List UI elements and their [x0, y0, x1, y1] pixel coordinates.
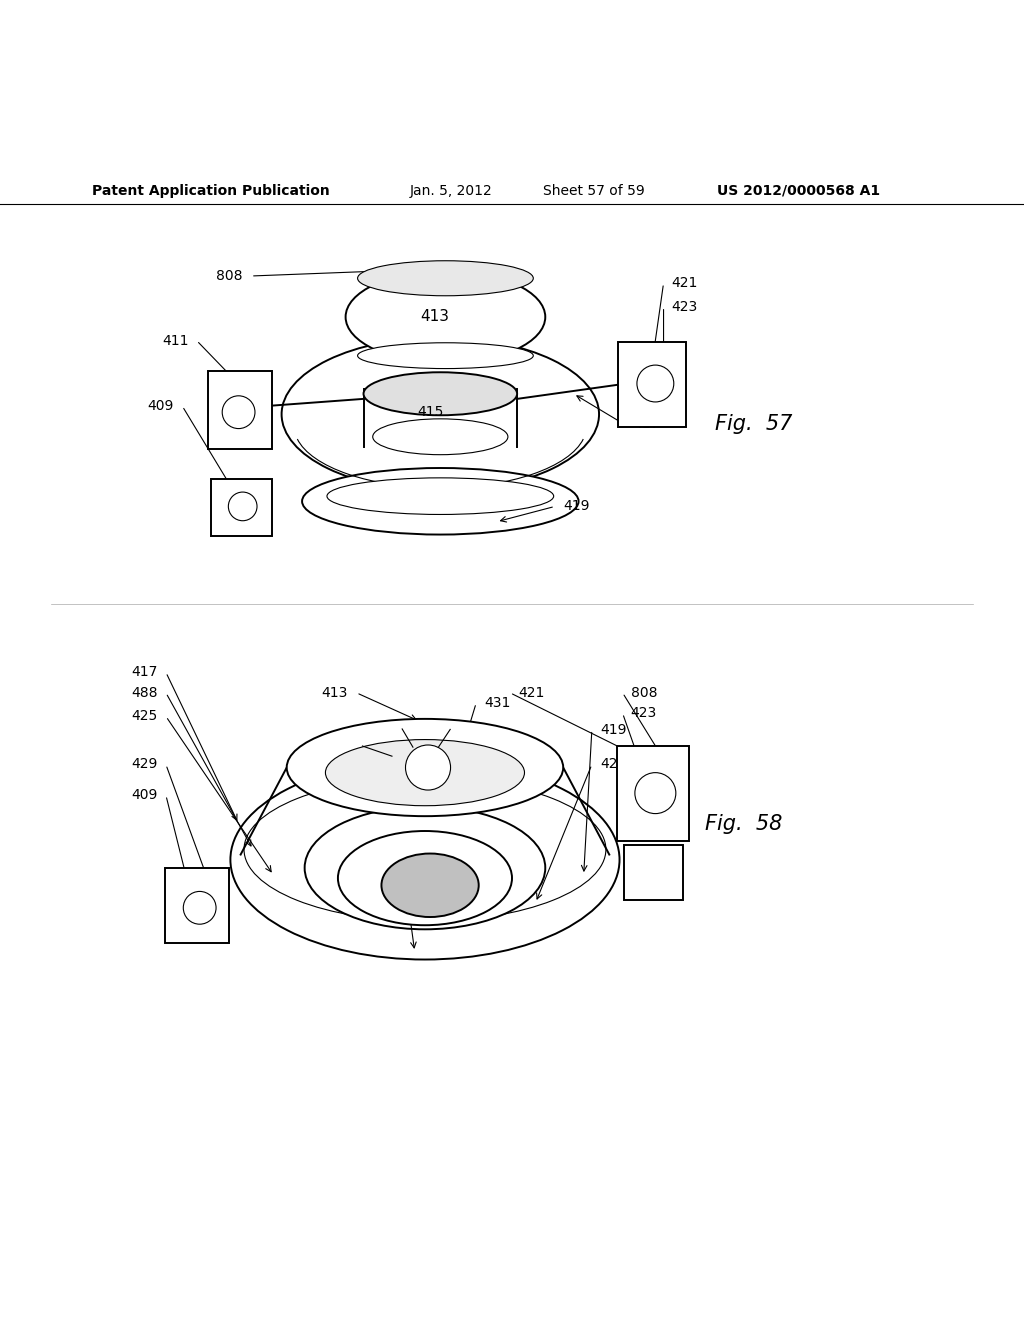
Text: 431: 431	[484, 696, 511, 710]
FancyBboxPatch shape	[624, 845, 683, 900]
Text: 413: 413	[322, 686, 348, 700]
Text: 423: 423	[672, 300, 698, 314]
Text: 421: 421	[672, 276, 698, 290]
Ellipse shape	[326, 739, 524, 805]
Text: 417: 417	[131, 665, 158, 680]
Ellipse shape	[230, 760, 620, 960]
Ellipse shape	[287, 719, 563, 816]
FancyBboxPatch shape	[165, 867, 229, 942]
Ellipse shape	[346, 271, 545, 363]
Ellipse shape	[364, 372, 517, 416]
Text: 489: 489	[386, 851, 413, 866]
Text: 417: 417	[633, 417, 659, 432]
Text: US 2012/0000568 A1: US 2012/0000568 A1	[717, 183, 880, 198]
Circle shape	[222, 396, 255, 429]
FancyBboxPatch shape	[211, 479, 272, 536]
Text: Sheet 57 of 59: Sheet 57 of 59	[543, 183, 644, 198]
Text: 409: 409	[131, 788, 158, 803]
Text: 808: 808	[631, 686, 657, 700]
Text: 413: 413	[421, 309, 450, 325]
Text: 419: 419	[563, 499, 590, 513]
Text: 421: 421	[518, 686, 545, 700]
Ellipse shape	[282, 338, 599, 491]
Text: 423: 423	[631, 706, 657, 721]
Text: 427: 427	[600, 758, 627, 771]
Ellipse shape	[381, 854, 478, 917]
Text: 409: 409	[147, 399, 174, 413]
Text: 488: 488	[131, 686, 158, 700]
FancyBboxPatch shape	[617, 746, 689, 841]
Circle shape	[637, 366, 674, 403]
Ellipse shape	[338, 832, 512, 925]
Circle shape	[635, 772, 676, 813]
Text: Jan. 5, 2012: Jan. 5, 2012	[410, 183, 493, 198]
Ellipse shape	[357, 261, 534, 296]
Text: 425: 425	[131, 709, 158, 723]
Ellipse shape	[302, 469, 579, 535]
Text: 429: 429	[131, 758, 158, 771]
Ellipse shape	[305, 807, 545, 929]
Ellipse shape	[327, 478, 554, 515]
Text: Fig.  58: Fig. 58	[705, 814, 782, 834]
Circle shape	[406, 744, 451, 791]
Text: Fig.  57: Fig. 57	[715, 414, 793, 434]
Text: 419: 419	[600, 722, 627, 737]
Text: 415: 415	[417, 405, 443, 420]
Circle shape	[228, 492, 257, 520]
Text: 808: 808	[216, 269, 243, 282]
Circle shape	[183, 891, 216, 924]
FancyBboxPatch shape	[208, 371, 272, 449]
Ellipse shape	[373, 418, 508, 454]
FancyBboxPatch shape	[618, 342, 686, 426]
Text: 411: 411	[162, 334, 188, 347]
Text: Patent Application Publication: Patent Application Publication	[92, 183, 330, 198]
Ellipse shape	[357, 343, 534, 368]
